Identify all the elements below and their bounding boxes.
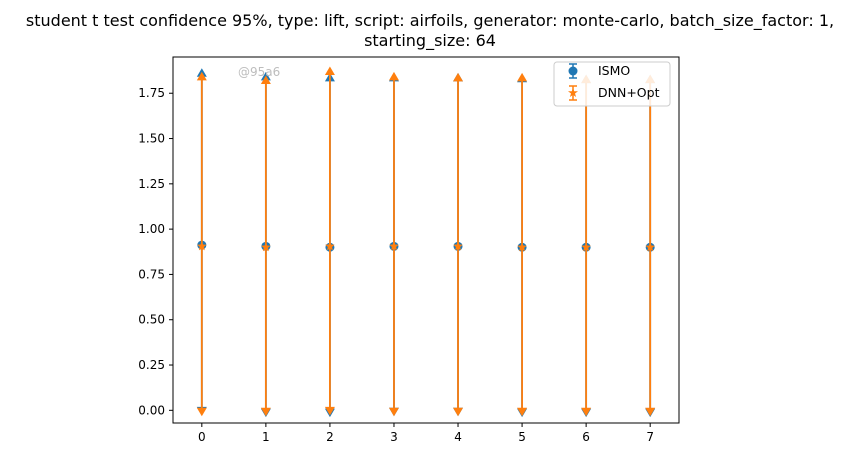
- y-tick-label: 0.50: [138, 313, 165, 327]
- legend-marker-dnn-opt: [568, 85, 578, 101]
- x-tick-label: 4: [454, 430, 462, 444]
- data-point: [581, 242, 591, 252]
- y-tick-label: 0.25: [138, 358, 165, 372]
- error-cap-lower: [196, 407, 207, 417]
- data-point: [517, 242, 527, 252]
- error-cap-lower: [324, 406, 335, 416]
- legend-label-dnn-opt: DNN+Opt: [598, 85, 660, 100]
- x-tick-label: 3: [390, 430, 398, 444]
- y-tick-label: 0.00: [138, 403, 165, 417]
- series-dnn-opt: [196, 66, 656, 417]
- y-tick-label: 1.25: [138, 177, 165, 191]
- data-point: [645, 242, 655, 252]
- chart-title-line1: student t test confidence 95%, type: lif…: [26, 11, 834, 31]
- data-point: [261, 242, 271, 252]
- y-tick-label: 1.00: [138, 222, 165, 236]
- chart-title-line2: starting_size: 64: [364, 31, 496, 51]
- error-cap-lower: [453, 407, 464, 417]
- data-point: [453, 241, 463, 251]
- error-cap-lower: [260, 407, 271, 417]
- error-cap-lower: [581, 407, 592, 417]
- data-point: [325, 241, 335, 251]
- error-cap-upper: [196, 71, 207, 81]
- error-cap-lower: [517, 407, 528, 417]
- error-cap-lower: [388, 407, 399, 417]
- x-tick-label: 5: [518, 430, 526, 444]
- y-tick-label: 0.75: [138, 267, 165, 281]
- x-tick-label: 7: [646, 430, 654, 444]
- y-tick-label: 1.75: [138, 86, 165, 100]
- x-tick-label: 6: [582, 430, 590, 444]
- plot-area: 0 1 2 3 4 5 6 7 0.00 0.25 0.50 0.75 1.00 1.25 1.50 1.75: [138, 66, 656, 444]
- error-cap-lower: [645, 407, 656, 417]
- y-tick-label: 1.50: [138, 132, 165, 146]
- data-point: [197, 241, 207, 251]
- x-tick-label: 1: [262, 430, 270, 444]
- error-cap-upper: [260, 75, 271, 85]
- legend-box: [553, 61, 671, 107]
- x-tick-label: 0: [198, 430, 206, 444]
- legend: ISMO DNN+Opt: [553, 61, 671, 107]
- watermark: @95a6: [238, 65, 280, 79]
- axes-frame: [172, 56, 680, 424]
- data-point: [389, 241, 399, 251]
- error-cap-upper: [388, 71, 399, 81]
- x-tick-label: 2: [326, 430, 334, 444]
- error-cap-upper: [517, 72, 528, 82]
- error-cap-upper: [453, 72, 464, 82]
- error-cap-upper: [324, 66, 335, 75]
- legend-marker-ismo: [568, 63, 578, 79]
- legend-label-ismo: ISMO: [598, 63, 630, 78]
